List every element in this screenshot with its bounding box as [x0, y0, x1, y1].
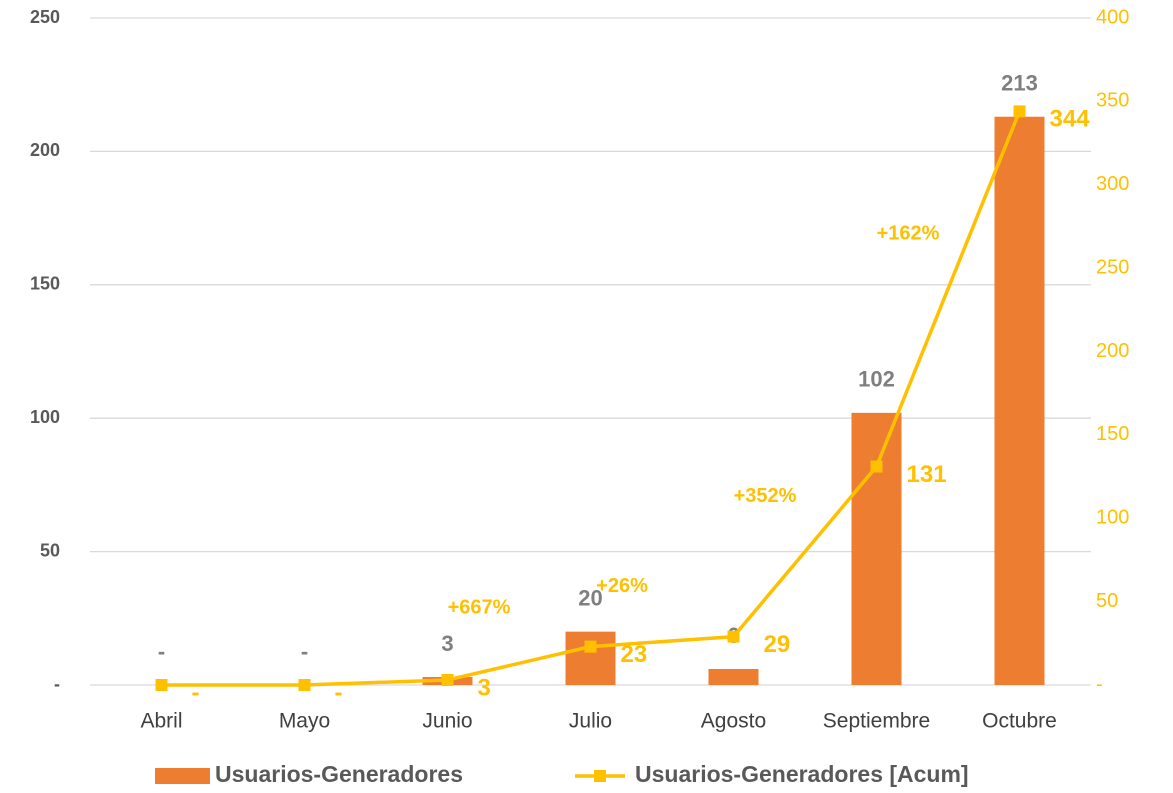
growth-label: +667%	[448, 597, 511, 619]
bar	[565, 631, 616, 685]
y-tick-label: 100	[30, 407, 60, 427]
y2-tick-label: 200	[1096, 340, 1129, 362]
line-marker	[870, 460, 883, 473]
legend-label: Usuarios-Generadores [Acum]	[635, 761, 969, 787]
x-tick-label: Agosto	[701, 710, 766, 733]
line-value-label: -	[192, 679, 200, 706]
line-value-label: -	[335, 679, 343, 706]
bar-value-label: 102	[858, 367, 895, 392]
growth-label: +26%	[596, 575, 648, 597]
line-marker	[298, 679, 311, 691]
y2-tick-label: 150	[1096, 423, 1129, 445]
y2-tick-label: 400	[1096, 6, 1129, 28]
line-value-label: 29	[764, 631, 791, 658]
x-tick-label: Mayo	[279, 710, 330, 733]
line-marker	[727, 630, 740, 643]
y-tick-label: 200	[30, 140, 60, 160]
y-tick-label: -	[54, 674, 60, 694]
line-value-label: 131	[907, 461, 947, 488]
y2-tick-label: -	[1096, 673, 1103, 695]
y-tick-label: 150	[30, 274, 60, 294]
bar-value-label: -	[158, 639, 165, 664]
bar-value-label: 20	[578, 585, 602, 610]
x-tick-label: Octubre	[982, 710, 1057, 733]
bar	[851, 412, 902, 685]
line-marker	[155, 679, 168, 691]
line-value-label: 3	[478, 674, 491, 701]
x-tick-label: Julio	[569, 710, 612, 733]
bar	[708, 668, 759, 685]
y-tick-label: 50	[40, 540, 60, 560]
y2-tick-label: 100	[1096, 507, 1129, 529]
bar	[994, 116, 1045, 685]
y2-tick-label: 350	[1096, 90, 1129, 112]
bar-value-label: 213	[1001, 71, 1038, 96]
y2-tick-label: 300	[1096, 173, 1129, 195]
line-marker	[441, 673, 454, 686]
bar-value-label: -	[301, 639, 308, 664]
x-tick-label: Abril	[140, 710, 182, 733]
growth-label: +352%	[734, 485, 797, 507]
legend-swatch	[594, 770, 606, 782]
y2-tick-label: 50	[1096, 590, 1118, 612]
legend-swatch	[155, 768, 210, 784]
y-tick-label: 250	[30, 7, 60, 27]
line-value-label: 344	[1050, 106, 1091, 133]
bar-value-label: 3	[441, 631, 453, 656]
x-tick-label: Junio	[422, 710, 472, 733]
legend-label: Usuarios-Generadores	[215, 761, 463, 787]
x-tick-label: Septiembre	[823, 710, 930, 733]
growth-label: +162%	[877, 222, 940, 244]
line-marker	[584, 640, 597, 653]
line-value-label: 23	[621, 641, 648, 668]
y2-tick-label: 250	[1096, 256, 1129, 278]
line-marker	[1013, 105, 1026, 118]
